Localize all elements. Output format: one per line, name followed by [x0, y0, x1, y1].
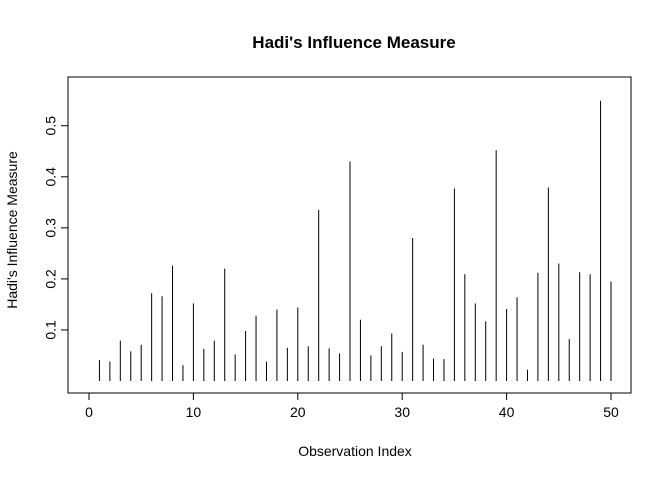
x-tick-label-20: 20 — [290, 404, 306, 420]
x-tick-label-10: 10 — [186, 404, 202, 420]
y-tick-label-0.1: 0.1 — [43, 320, 59, 340]
x-tick-label-40: 40 — [499, 404, 515, 420]
chart-title: Hadi's Influence Measure — [252, 33, 455, 52]
spikes-group — [98, 100, 612, 381]
x-axis-label: Observation Index — [298, 443, 412, 459]
y-tick-label-0.4: 0.4 — [43, 167, 59, 187]
y-tick-label-0.5: 0.5 — [43, 116, 59, 136]
x-tick-label-0: 0 — [85, 404, 93, 420]
y-tick-label-0.3: 0.3 — [43, 218, 59, 238]
y-axis-label: Hadi's Influence Measure — [4, 151, 20, 309]
x-tick-label-30: 30 — [394, 404, 410, 420]
y-axis: 0.1 0.2 0.3 0.4 0.5 — [43, 116, 69, 340]
y-tick-label-0.2: 0.2 — [43, 269, 59, 289]
x-axis: 0 10 20 30 40 50 — [85, 392, 619, 420]
x-tick-label-50: 50 — [603, 404, 619, 420]
